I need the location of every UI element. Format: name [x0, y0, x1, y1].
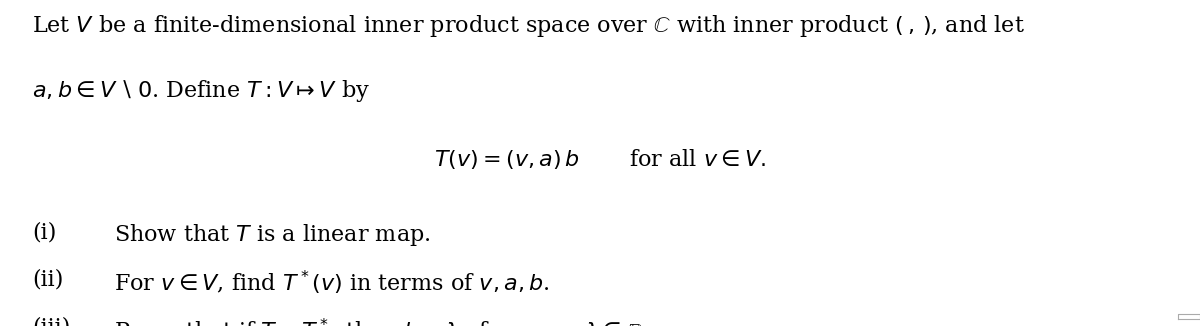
- Text: (ii): (ii): [32, 269, 64, 291]
- Text: (iii): (iii): [32, 316, 71, 326]
- Text: $T(v) = (v, a)\, b \qquad$ for all $v \in V.$: $T(v) = (v, a)\, b \qquad$ for all $v \i…: [434, 147, 766, 171]
- Text: Show that $T$ is a linear map.: Show that $T$ is a linear map.: [114, 222, 431, 248]
- Text: Let $V$ be a finite-dimensional inner product space over $\mathbb{C}$ with inner: Let $V$ be a finite-dimensional inner pr…: [32, 13, 1025, 39]
- Text: Prove that if $T = T^*$, then $b = \lambda a$ for some $\lambda \in \mathbb{R}$.: Prove that if $T = T^*$, then $b = \lamb…: [114, 316, 648, 326]
- Text: (i): (i): [32, 222, 56, 244]
- Text: For $v \in V$, find $T^*(v)$ in terms of $v, a, b$.: For $v \in V$, find $T^*(v)$ in terms of…: [114, 269, 550, 297]
- Text: $a, b \in V \setminus 0$. Define $T : V \mapsto V$ by: $a, b \in V \setminus 0$. Define $T : V …: [32, 78, 371, 104]
